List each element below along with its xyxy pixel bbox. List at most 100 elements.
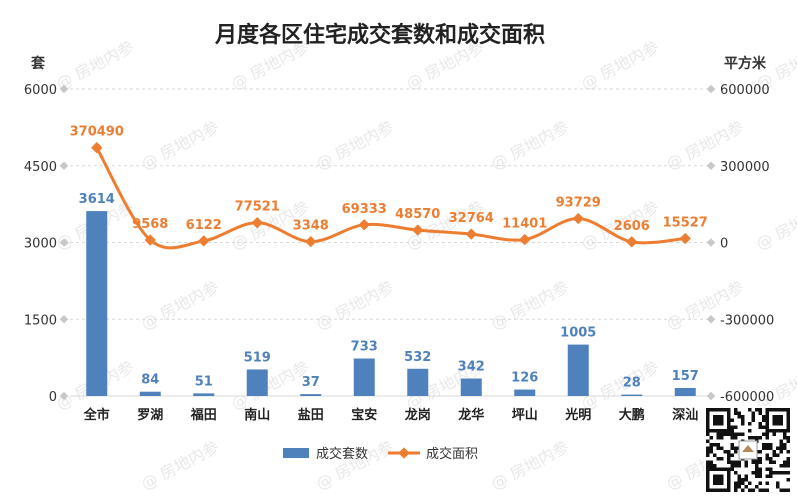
qr-module [713,464,717,468]
bar [86,211,108,396]
qr-module [727,432,731,436]
bar [353,358,375,396]
qr-module [779,429,783,433]
qr-module [772,453,776,457]
qr-module [734,408,738,412]
qr-module [758,460,762,464]
line-point [412,224,424,236]
qr-module [769,471,773,475]
qr-module [716,436,720,440]
qr-module [786,429,790,433]
qr-module [776,481,780,485]
qr-module [720,432,724,436]
bar-data-label: 3614 [79,192,115,207]
qr-module [734,446,738,450]
line-data-label: 6122 [186,218,222,233]
line-data-label: 48570 [395,207,440,222]
qr-module [734,481,738,485]
qr-module [737,460,741,464]
qr-module [765,481,769,485]
line-data-label: 69333 [342,202,387,217]
qr-module [765,411,769,415]
x-axis-categories: 全市 罗湖 福田 南山 盐田 宝安 龙岗 龙华 坪山 光明 大鹏 深汕 [83,407,699,423]
qr-module [751,418,755,422]
line-point [251,217,263,229]
qr-module [779,439,783,443]
right-tick-label: 300000 [720,160,770,175]
qr-module [716,415,720,419]
qr-module [734,488,738,492]
qr-module [737,464,741,468]
tick-marker [706,315,716,324]
watermark-text: @ 房地内参 [138,117,222,174]
qr-module [734,425,738,429]
left-tick-label: 1500 [24,313,57,328]
qr-module [765,467,769,471]
qr-module [727,422,731,426]
qr-module [783,464,787,468]
qr-module [776,453,780,457]
qr-module [765,436,769,440]
line-data-label: 11401 [502,217,547,232]
legend-label-line: 成交面积 [426,446,478,462]
qr-module [706,432,710,436]
qr-module [737,411,741,415]
qr-module [737,485,741,489]
qr-module [783,432,787,436]
qr-module [727,488,731,492]
qr-module [706,450,710,454]
qr-module [706,478,710,482]
qr-module [765,408,769,412]
qr-module [720,488,724,492]
line-point [358,219,370,231]
qr-module [772,422,776,426]
qr-module [751,471,755,475]
qr-module [713,474,717,478]
line-point [519,233,531,246]
line-series: 370490 9568 6122 77521 3348 69333 48570 32764 11… [70,125,708,250]
line-data-label: 32764 [449,211,494,226]
x-tick-label: 罗湖 [137,408,163,423]
qr-module [720,474,724,478]
qr-module [741,415,745,419]
qr-module [709,408,713,412]
x-tick-label: 龙岗 [405,407,431,423]
x-tick-label: 光明 [564,407,591,423]
qr-module [716,488,720,492]
tick-marker [706,238,716,247]
watermark-text: @ 房地内参 [313,277,397,334]
qr-module [716,474,720,478]
x-tick-label: 大鹏 [619,407,645,423]
left-axis-label: 套 [31,55,45,72]
qr-module [706,481,710,485]
qr-module [779,471,783,475]
qr-module [723,467,727,471]
qr-module [709,488,713,492]
qr-module [706,453,710,457]
qr-module [744,460,748,464]
qr-module [765,422,769,426]
qr-module [772,418,776,422]
qr-module [776,485,780,489]
bar [193,393,215,396]
qr-module [706,464,710,468]
qr-module [734,460,738,464]
qr-module [765,488,769,492]
qr-module [727,453,731,457]
qr-module [765,418,769,422]
qr-module [786,408,790,412]
qr-module [772,460,776,464]
x-tick-label: 全市 [83,407,110,423]
qr-module [758,408,762,412]
qr-module [755,436,759,440]
qr-module [786,439,790,443]
qr-module [769,446,773,450]
qr-module [758,425,762,429]
qr-module [709,429,713,433]
qr-module [741,432,745,436]
qr-module [737,478,741,482]
qr-module [730,467,734,471]
qr-code [704,406,792,494]
line-data-label: 370490 [70,125,124,140]
